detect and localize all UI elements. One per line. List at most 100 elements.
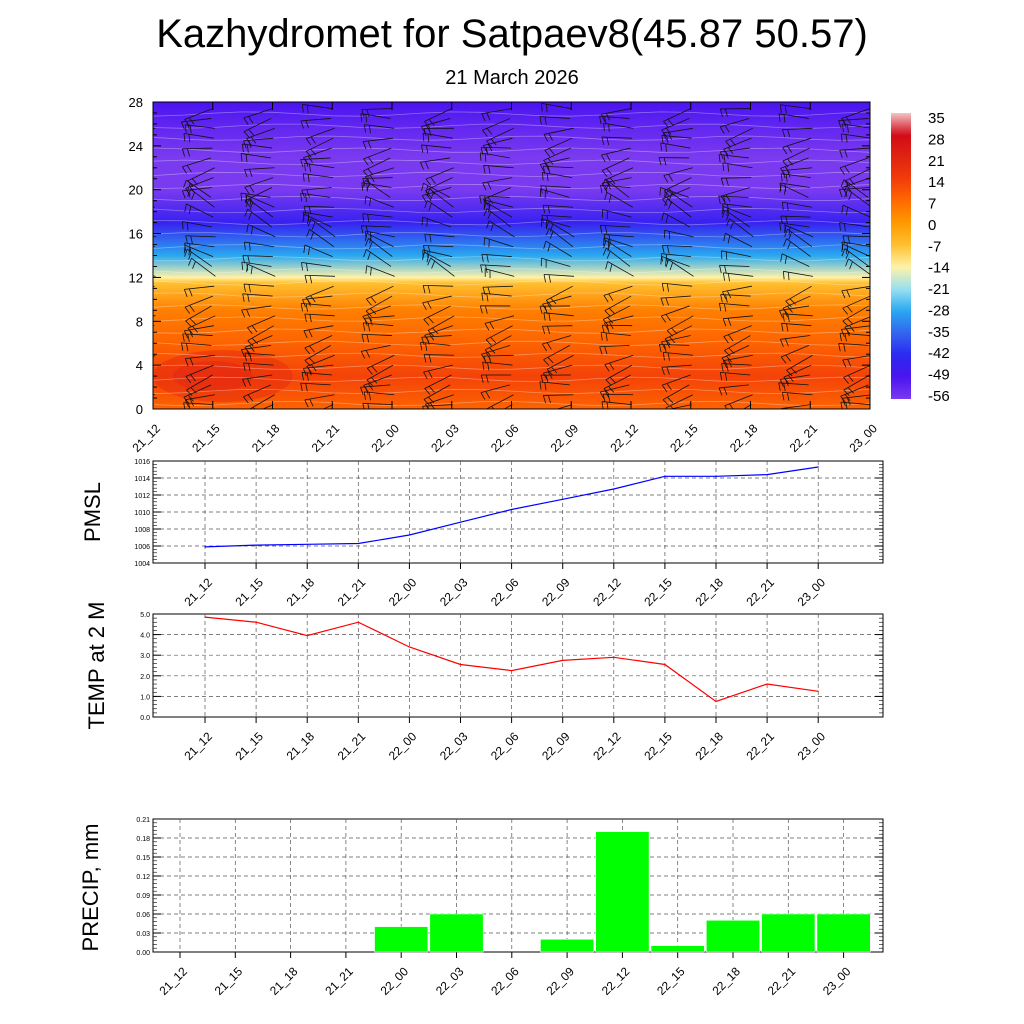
wind-barb-shaft (724, 335, 751, 351)
y-tick-label: 0.12 (136, 874, 150, 881)
wind-barb-feather (308, 329, 313, 338)
wind-barb-feather (124, 407, 127, 415)
wind-barb-feather (486, 112, 491, 121)
wind-barb-feather (602, 247, 607, 256)
wind-barb-feather (242, 379, 247, 387)
wind-barb-feather (304, 313, 307, 322)
series-point (306, 543, 308, 545)
x-tick-label: 22_21 (787, 421, 821, 455)
wind-barb-feather (719, 126, 725, 134)
wind-barb-feather (123, 381, 127, 388)
series-point (306, 635, 308, 637)
wind-barb-feather (726, 218, 730, 227)
wind-barb-feather (719, 108, 723, 117)
wind-barb-feather (843, 377, 849, 384)
wind-barb-feather (431, 260, 436, 269)
wind-barb-feather (722, 162, 725, 171)
wind-barb-feather (658, 157, 662, 166)
wind-barb-feather (305, 120, 309, 129)
wind-barb-feather (787, 392, 790, 401)
wind-barb-feather (788, 232, 792, 240)
wind-barb-shaft (839, 157, 869, 169)
wind-barb-feather (490, 336, 497, 344)
wind-barb-feather (186, 222, 189, 231)
wind-barb-feather (727, 359, 732, 368)
wind-barb-feather (551, 366, 558, 374)
y-tick-label: 0.0 (140, 715, 150, 722)
wind-barb-feather (187, 180, 194, 188)
wind-barb-feather (780, 173, 783, 182)
wind-barb-feather (841, 118, 847, 126)
wind-barb-feather (848, 192, 852, 201)
series-point (357, 542, 359, 545)
wind-barb-feather (184, 306, 191, 314)
wind-barb-feather (786, 323, 789, 332)
wind-barb-feather (425, 404, 430, 409)
wind-barb-shaft (365, 295, 393, 312)
wind-barb-feather (307, 155, 313, 163)
wind-barb-feather (423, 354, 427, 363)
wind-barb-feather (360, 387, 364, 395)
wind-barb-shaft (304, 274, 335, 277)
wind-barb-feather (605, 179, 611, 187)
wind-barb-feather (605, 379, 612, 386)
plot-frame (152, 818, 884, 953)
wind-barb-feather (188, 288, 193, 297)
wind-barb-feather (429, 188, 436, 195)
wind-barb-feather (484, 349, 491, 357)
wind-barb-feather (784, 105, 787, 114)
wind-barb-feather (364, 124, 366, 133)
wind-barb-feather (428, 333, 435, 341)
wind-barb-feather (303, 330, 308, 339)
wind-barb-feather (844, 180, 851, 188)
wind-barb-feather (189, 318, 196, 325)
wind-barb-feather (722, 318, 727, 327)
wind-barb-feather (181, 190, 186, 199)
wind-barb-feather (123, 183, 125, 191)
wind-barb-shaft (722, 285, 752, 293)
wind-barb-feather (370, 377, 378, 384)
wind-barb-feather (424, 388, 431, 395)
wind-barb-feather (306, 372, 309, 381)
wind-barb-feather (368, 392, 371, 401)
wind-barb-feather (607, 243, 611, 251)
wind-barb-feather (486, 419, 492, 425)
colorbar-label: 35 (928, 110, 945, 127)
wind-barb-feather (486, 254, 489, 263)
wind-barb-feather (305, 193, 307, 202)
wind-barb-shaft (122, 306, 151, 312)
wind-barb-feather (491, 406, 495, 409)
wind-barb-feather (668, 193, 673, 202)
series-point (408, 646, 410, 648)
y-tick-label: 0.06 (136, 912, 150, 919)
wind-barb-feather (603, 388, 610, 395)
wind-barb-feather (723, 149, 729, 156)
wind-barb-shaft (246, 127, 275, 139)
wind-barb-feather (427, 245, 431, 254)
precip-bar (374, 926, 429, 953)
wind-barb-feather (660, 341, 666, 350)
wind-barb-feather (421, 216, 424, 226)
wind-barb-feather (723, 272, 725, 281)
wind-barb-feather (310, 148, 317, 156)
wind-barb-feather (550, 297, 557, 305)
wind-barb-feather (787, 272, 790, 281)
wind-barb-feather (663, 344, 667, 353)
wind-barb-feather (787, 202, 789, 211)
wind-barb-feather (550, 223, 554, 232)
wind-barb-feather (849, 261, 853, 270)
contour-line (153, 183, 870, 190)
wind-barb-feather (486, 140, 492, 148)
wind-barb-feather (302, 299, 306, 308)
wind-barb-feather (123, 106, 124, 114)
wind-barb-feather (421, 195, 427, 203)
x-tick-label: 22_09 (544, 964, 578, 998)
wind-barb-feather (483, 202, 487, 211)
wind-barb-feather (542, 395, 546, 404)
wind-barb-feather (545, 228, 550, 236)
wind-barb-feather (365, 238, 369, 246)
wind-barb-feather (181, 121, 185, 130)
wind-barb-feather (728, 334, 734, 342)
wind-barb-shaft (424, 233, 455, 238)
wind-barb-feather (307, 174, 310, 183)
